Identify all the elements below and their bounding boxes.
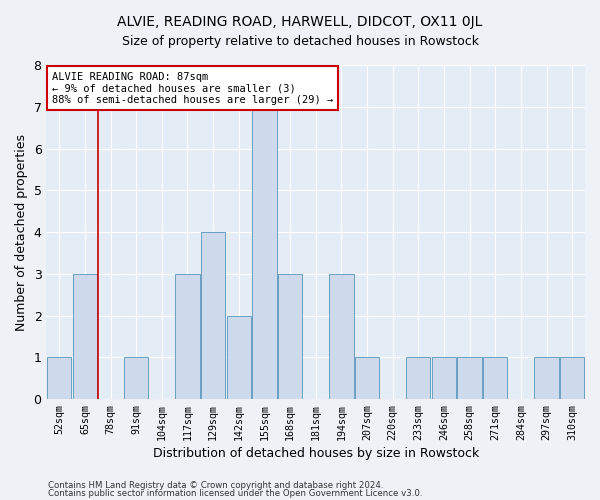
Text: ALVIE READING ROAD: 87sqm
← 9% of detached houses are smaller (3)
88% of semi-de: ALVIE READING ROAD: 87sqm ← 9% of detach…	[52, 72, 333, 105]
Bar	[227, 316, 251, 399]
Text: Contains HM Land Registry data © Crown copyright and database right 2024.: Contains HM Land Registry data © Crown c…	[48, 480, 383, 490]
Bar	[278, 274, 302, 399]
Y-axis label: Number of detached properties: Number of detached properties	[15, 134, 28, 330]
Bar	[47, 358, 71, 399]
Bar	[329, 274, 353, 399]
Text: Contains public sector information licensed under the Open Government Licence v3: Contains public sector information licen…	[48, 489, 422, 498]
X-axis label: Distribution of detached houses by size in Rowstock: Distribution of detached houses by size …	[152, 447, 479, 460]
Bar	[175, 274, 200, 399]
Bar	[252, 107, 277, 399]
Bar	[201, 232, 226, 399]
Text: ALVIE, READING ROAD, HARWELL, DIDCOT, OX11 0JL: ALVIE, READING ROAD, HARWELL, DIDCOT, OX…	[118, 15, 482, 29]
Bar	[457, 358, 482, 399]
Text: Size of property relative to detached houses in Rowstock: Size of property relative to detached ho…	[121, 35, 479, 48]
Bar	[535, 358, 559, 399]
Bar	[432, 358, 456, 399]
Bar	[73, 274, 97, 399]
Bar	[560, 358, 584, 399]
Bar	[406, 358, 430, 399]
Bar	[355, 358, 379, 399]
Bar	[124, 358, 148, 399]
Bar	[483, 358, 508, 399]
